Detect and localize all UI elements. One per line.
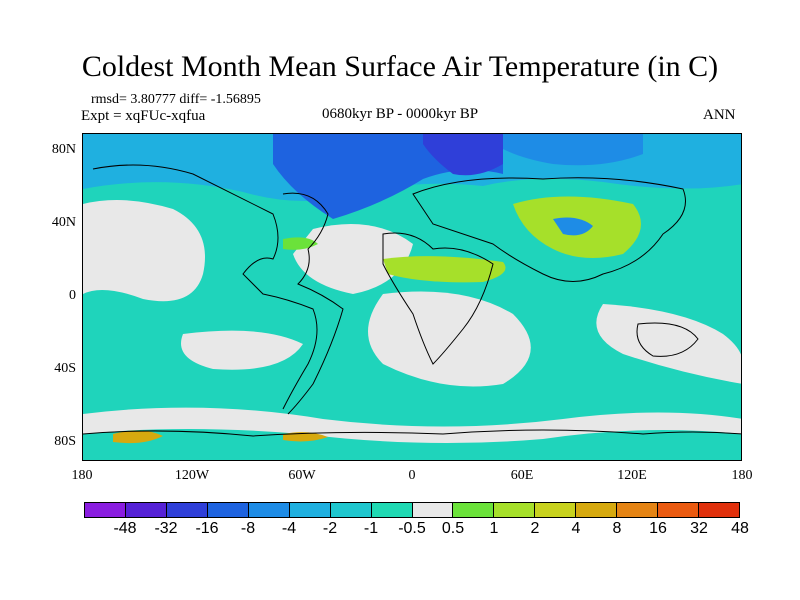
stats-label: rmsd= 3.80777 diff= -1.56895	[91, 92, 261, 107]
colorbar-swatch	[248, 503, 290, 517]
chart-title: Coldest Month Mean Surface Air Temperatu…	[81, 50, 719, 83]
colorbar-tick-label: 4	[571, 520, 581, 537]
eurasia-outline	[412, 177, 686, 282]
colorbar-swatch	[658, 503, 700, 517]
season-label: ANN	[703, 107, 736, 123]
lon-label-180w: 180	[71, 468, 93, 483]
colorbar-swatch	[207, 503, 249, 517]
lon-label-120w: 120W	[174, 468, 210, 483]
colorbar-swatch	[85, 503, 126, 517]
siberia-cool-region	[503, 134, 643, 166]
lon-label-60e: 60E	[510, 468, 534, 483]
south-pacific-neutral	[181, 330, 303, 370]
colorbar-tick-label: -16	[195, 520, 219, 537]
antarctica-outline	[83, 429, 741, 437]
tibet-cool-spot	[553, 217, 593, 236]
colorbar-tick-label: 1	[489, 520, 499, 537]
lat-label-0: 0	[69, 288, 76, 303]
colorbar-tick-label: -0.5	[398, 520, 426, 537]
colorbar-swatch	[494, 503, 536, 517]
colorbar-tick-label: 48	[731, 520, 749, 537]
colorbar-tick-label: -2	[322, 520, 338, 537]
colorbar-swatch	[166, 503, 208, 517]
colorbar-swatch	[412, 503, 454, 517]
americas-west-coast	[92, 164, 318, 410]
africa-outline	[382, 232, 494, 365]
arctic-cold-core	[423, 134, 503, 176]
colorbar-tick-label: 8	[612, 520, 622, 537]
colorbar-swatch	[330, 503, 372, 517]
colorbar	[84, 502, 740, 518]
colorbar-tick-label: -4	[281, 520, 297, 537]
colorbar-tick-label: -8	[240, 520, 256, 537]
colorbar-swatch	[125, 503, 167, 517]
period-label: 0680kyr BP - 0000kyr BP	[322, 106, 479, 122]
indo-pacific-neutral	[596, 304, 741, 384]
colorbar-swatch	[576, 503, 618, 517]
lon-label-60w: 60W	[288, 468, 316, 483]
lat-label-80n: 80N	[51, 142, 76, 157]
colorbar-tick-label: -1	[363, 520, 379, 537]
colorbar-tick-label: -48	[113, 520, 137, 537]
coastlines	[83, 164, 741, 437]
colorbar-tick-label: 16	[649, 520, 667, 537]
lon-label-0: 0	[408, 468, 416, 483]
south-atlantic-neutral	[368, 291, 531, 387]
colorbar-tick-label: 32	[690, 520, 708, 537]
experiment-label: Expt = xqFUc-xqfua	[81, 108, 206, 124]
colorbar-swatch	[289, 503, 331, 517]
lon-label-120e: 120E	[617, 468, 647, 483]
antarctic-warm-spot-east	[283, 432, 328, 442]
lat-label-40n: 40N	[51, 215, 76, 230]
map-canvas	[83, 134, 741, 460]
colorbar-tick-label: 0.5	[441, 520, 465, 537]
antarctic-warm-spot-west	[113, 430, 163, 444]
sahara-warm-region	[383, 256, 506, 283]
americas-east-coast	[282, 192, 344, 415]
temperature-map	[82, 133, 742, 461]
colorbar-swatch	[617, 503, 659, 517]
lon-label-180e: 180	[731, 468, 753, 483]
southern-ocean-neutral	[83, 407, 741, 443]
colorbar-swatch	[371, 503, 413, 517]
gulf-warm-spot	[283, 237, 318, 250]
australia-outline	[636, 322, 699, 357]
colorbar-tick-label: -32	[154, 520, 178, 537]
colorbar-swatch	[699, 503, 739, 517]
lat-label-80s: 80S	[54, 434, 76, 449]
north-pacific-neutral	[83, 200, 205, 302]
lat-label-40s: 40S	[54, 361, 76, 376]
colorbar-swatch	[535, 503, 577, 517]
colorbar-swatch	[453, 503, 495, 517]
colorbar-tick-label: 2	[530, 520, 540, 537]
